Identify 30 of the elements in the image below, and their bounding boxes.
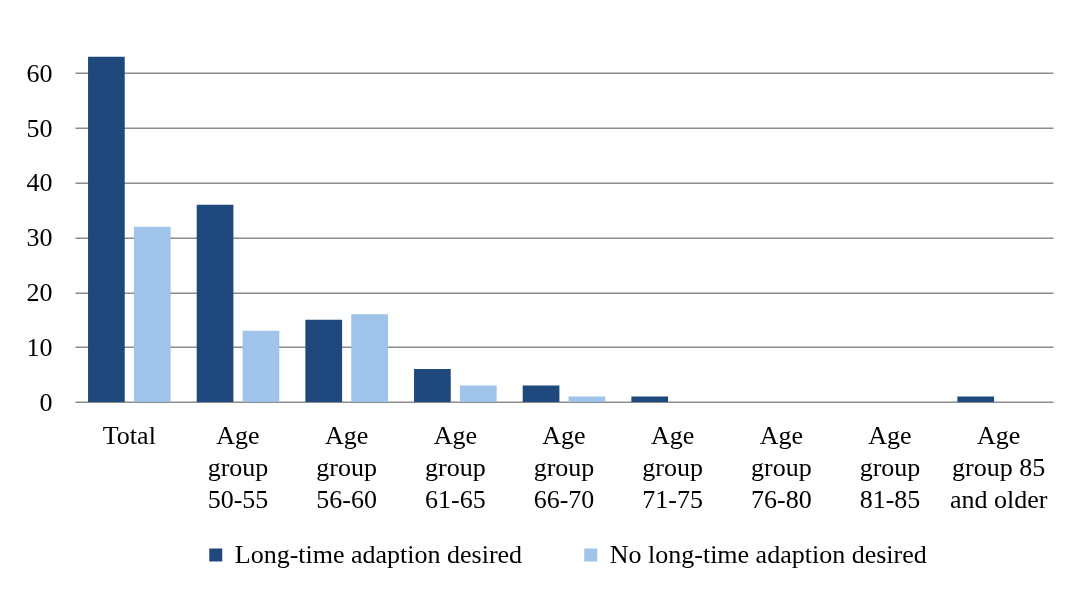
x-tick-label: Age group 76-80 <box>751 420 812 514</box>
x-tick-label: Age group 56-60 <box>316 420 377 514</box>
y-tick-label: 50 <box>26 113 53 143</box>
x-tick-label: Total <box>102 420 156 450</box>
y-tick-label: 0 <box>39 387 53 417</box>
bar <box>631 396 669 402</box>
bar <box>196 204 234 402</box>
y-tick-label: 10 <box>26 332 53 362</box>
x-tick-label: Age group 85 and older <box>949 420 1048 514</box>
bar <box>305 319 343 402</box>
legend-label: Long-time adaption desired <box>234 540 523 569</box>
bar <box>133 226 171 402</box>
legend-label: No long-time adaption desired <box>609 540 927 569</box>
y-tick-label: 40 <box>26 168 53 198</box>
x-tick-label: Age group 71-75 <box>642 420 703 514</box>
y-tick-label: 30 <box>26 223 53 253</box>
y-tick-label: 60 <box>26 58 53 88</box>
bar <box>351 314 388 402</box>
bar <box>568 396 606 402</box>
x-tick-label: Age group 50-55 <box>207 420 269 514</box>
bar <box>522 385 560 402</box>
x-tick-label: Age group 61-65 <box>425 420 486 514</box>
x-tick-label: Age group 66-70 <box>533 420 595 514</box>
y-tick-label: 20 <box>26 277 53 307</box>
bar <box>414 369 451 402</box>
bar <box>88 56 125 402</box>
x-tick-label: Age group 81-85 <box>859 420 921 514</box>
bar <box>242 330 280 402</box>
bar <box>957 396 995 402</box>
bar <box>459 385 497 402</box>
